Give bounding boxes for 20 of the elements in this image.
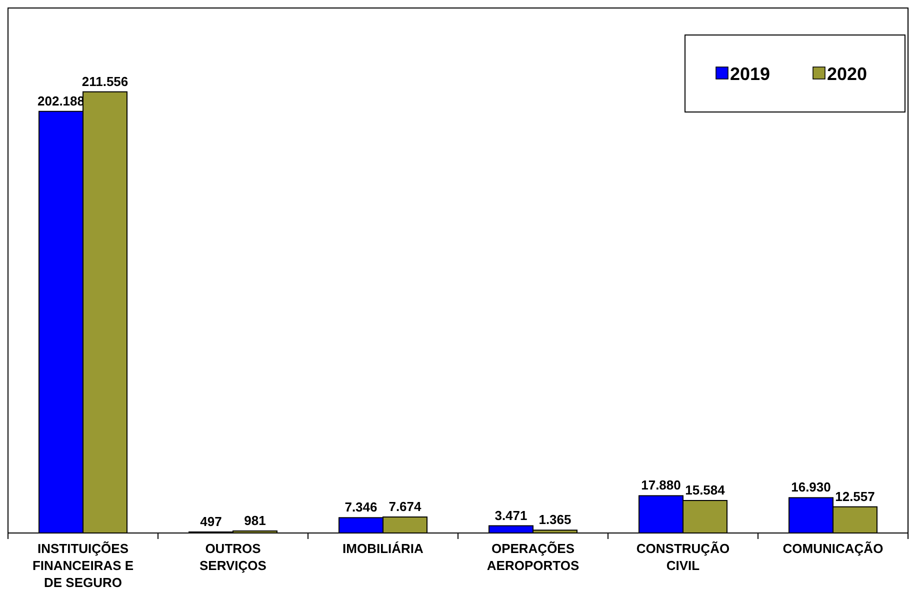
x-tick-label: OUTROS SERVIÇOS (200, 541, 267, 573)
data-label: 202.188 (38, 93, 84, 108)
data-label: 17.880 (641, 478, 681, 493)
x-tick-label: OPERAÇÕES AEROPORTOS (486, 541, 580, 573)
x-tick-label: CONSTRUÇÃO CIVIL (636, 541, 730, 573)
x-tick-label: IMOBILIÁRIA (342, 541, 424, 556)
data-label: 497 (200, 514, 222, 529)
x-tick-label: COMUNICAÇÃO (782, 541, 884, 556)
data-label: 3.471 (494, 508, 528, 523)
data-label: 7.674 (388, 498, 422, 514)
data-label: 211.556 (82, 74, 128, 89)
data-label: 981 (244, 512, 266, 528)
data-label: 12.557 (835, 488, 875, 504)
data-label: 15.584 (685, 482, 726, 498)
data-label: 16.930 (791, 480, 831, 495)
legend-label: 2019 (730, 64, 770, 84)
data-label: 1.365 (538, 512, 572, 528)
data-label: 7.346 (344, 500, 378, 515)
x-tick-label: INSTITUIÇÕES FINANCEIRAS E DE SEGURO (32, 541, 134, 590)
legend-label: 2020 (827, 64, 868, 84)
